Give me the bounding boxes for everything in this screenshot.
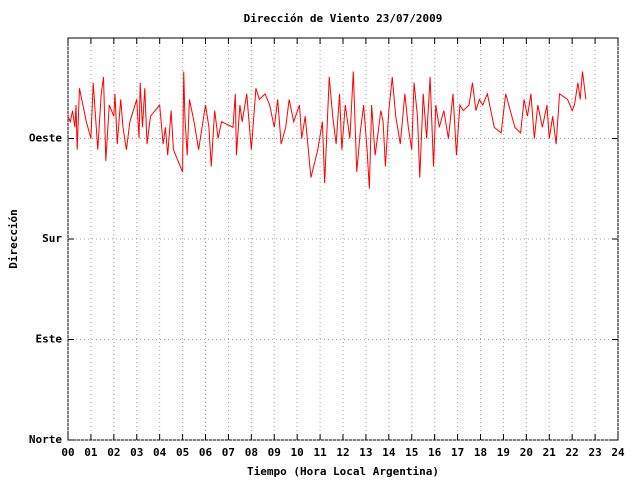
- x-tick-label: 02: [107, 446, 120, 459]
- x-tick-label: 03: [130, 446, 143, 459]
- x-tick-label: 23: [588, 446, 601, 459]
- x-tick-label: 20: [520, 446, 533, 459]
- x-tick-label: 21: [543, 446, 557, 459]
- x-tick-label: 19: [497, 446, 510, 459]
- x-tick-label: 16: [428, 446, 442, 459]
- x-tick-label: 10: [291, 446, 304, 459]
- x-tick-label: 01: [84, 446, 98, 459]
- x-tick-label: 15: [405, 446, 418, 459]
- data-line: [67, 71, 587, 189]
- x-tick-label: 13: [359, 446, 372, 459]
- x-tick-label: 17: [451, 446, 464, 459]
- y-tick-label: Norte: [29, 433, 62, 446]
- x-tick-label: 04: [153, 446, 167, 459]
- x-tick-label: 08: [245, 446, 258, 459]
- y-tick-label: Sur: [42, 232, 62, 245]
- y-axis-label: Dirección: [7, 209, 20, 269]
- x-tick-label: 00: [61, 446, 74, 459]
- x-tick-label: 09: [268, 446, 281, 459]
- x-tick-label: 22: [566, 446, 579, 459]
- x-tick-label: 06: [199, 446, 213, 459]
- y-tick-label: Este: [36, 333, 63, 346]
- x-tick-label: 18: [474, 446, 487, 459]
- x-axis-label: Tiempo (Hora Local Argentina): [247, 465, 439, 478]
- x-tick-label: 05: [176, 446, 189, 459]
- chart-title: Dirección de Viento 23/07/2009: [244, 12, 443, 25]
- y-tick-label: Oeste: [29, 132, 62, 145]
- x-tick-label: 14: [382, 446, 396, 459]
- x-tick-label: 07: [222, 446, 235, 459]
- x-tick-label: 12: [336, 446, 349, 459]
- x-tick-label: 24: [611, 446, 625, 459]
- x-tick-label: 11: [313, 446, 327, 459]
